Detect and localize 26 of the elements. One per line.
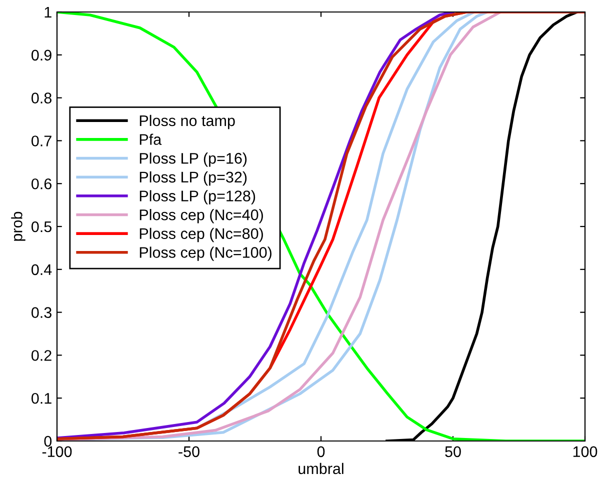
y-tick-label: 0.7 [32, 136, 52, 146]
x-tick-label: -100 [42, 446, 72, 458]
legend-label: Pfa [140, 134, 162, 145]
x-axis-title: umbral [298, 462, 344, 474]
x-tick-label: 50 [445, 446, 461, 458]
x-tick-label: -50 [178, 446, 200, 458]
y-tick-label: 0.6 [32, 178, 52, 190]
y-tick-label: 1 [44, 7, 52, 18]
y-tick-label: 0.2 [32, 350, 52, 361]
y-tick-label: 0 [44, 436, 52, 447]
legend-label: Ploss no tamp [140, 114, 235, 130]
y-tick-label: 0.9 [32, 50, 52, 61]
legend-label: Ploss LP (p=128) [140, 190, 256, 204]
legend-label: Ploss LP (p=32) [140, 171, 247, 186]
legend-label: Ploss LP (p=16) [140, 152, 247, 167]
x-tick-label: 0 [317, 446, 325, 458]
legend-label: Ploss cep (Nc=40) [140, 209, 263, 224]
y-tick-label: 0.5 [32, 221, 52, 232]
y-tick-label: 0.4 [32, 264, 52, 276]
y-tick-label: 0.8 [32, 92, 52, 104]
y-tick-label: 0.1 [32, 392, 52, 404]
legend-label: Ploss cep (Nc=100) [140, 246, 272, 261]
x-tick-label: 100 [573, 446, 598, 458]
y-tick-label: 0.3 [32, 307, 52, 318]
y-axis-title: prob [11, 212, 26, 241]
legend-label: Ploss cep (Nc=80) [140, 228, 263, 242]
